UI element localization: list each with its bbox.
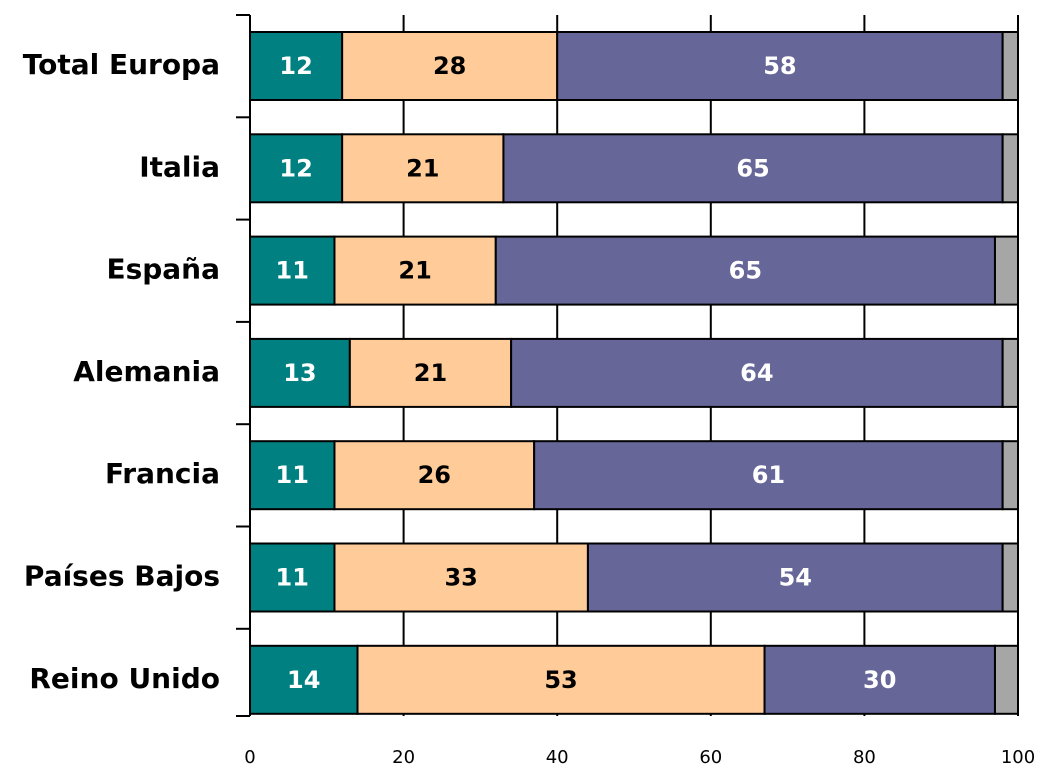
bar-segment — [586, 542, 1004, 613]
bar-segment — [556, 31, 1004, 101]
data-label: 13 — [283, 359, 316, 387]
category-label: Alemania — [73, 355, 220, 388]
bar-segment — [249, 133, 344, 204]
bar-segment — [356, 644, 766, 715]
bar-segment — [1001, 31, 1020, 101]
bar-segment — [993, 235, 1020, 306]
x-tick-label: 80 — [853, 747, 876, 768]
bar-segment — [249, 31, 344, 101]
data-label: 12 — [279, 154, 312, 182]
x-tick-label: 0 — [244, 747, 255, 768]
data-label: 11 — [276, 564, 309, 592]
bar-segment — [333, 235, 497, 306]
data-label: 33 — [444, 564, 477, 592]
bar-segment — [341, 133, 505, 204]
bar-segment — [502, 133, 1004, 204]
bar-segment — [533, 440, 1004, 511]
bar-segment — [494, 235, 996, 306]
x-tick-label: 60 — [699, 747, 722, 768]
data-label: 64 — [740, 359, 773, 387]
x-tick-label: 40 — [546, 747, 569, 768]
bar-segment — [510, 337, 1004, 408]
data-label: 58 — [763, 52, 796, 80]
x-tick-label: 20 — [392, 747, 415, 768]
bar-segment — [1001, 542, 1020, 613]
bar-segment — [1001, 337, 1020, 408]
bar-segment — [249, 235, 336, 306]
bar-segment — [333, 542, 589, 613]
category-label: Países Bajos — [24, 560, 220, 593]
category-label: Italia — [139, 150, 220, 183]
data-label: 11 — [276, 461, 309, 489]
data-label: 61 — [752, 461, 785, 489]
bar-segment — [993, 644, 1020, 715]
data-label: 12 — [279, 52, 312, 80]
data-label: 54 — [779, 564, 812, 592]
data-label: 65 — [729, 257, 762, 285]
category-label: España — [106, 253, 220, 286]
category-label: Total Europa — [23, 48, 220, 81]
bar-segment — [1001, 133, 1020, 204]
data-label: 28 — [433, 52, 466, 80]
data-label: 65 — [736, 154, 769, 182]
data-label: 53 — [544, 666, 577, 694]
bar-segment — [763, 644, 996, 715]
bar-segment — [249, 644, 359, 715]
data-label: 26 — [418, 461, 451, 489]
bar-segment — [249, 440, 336, 511]
category-label: Reino Unido — [29, 662, 220, 695]
bar-segment — [348, 337, 513, 408]
bar-segment — [1001, 440, 1020, 511]
data-label: 30 — [863, 666, 896, 694]
x-tick-label: 100 — [1001, 747, 1035, 768]
data-label: 11 — [276, 257, 309, 285]
data-label: 21 — [414, 359, 447, 387]
data-label: 21 — [398, 257, 431, 285]
category-label: Francia — [105, 457, 220, 490]
data-label: 14 — [287, 666, 320, 694]
data-label: 21 — [406, 154, 439, 182]
bar-segment — [333, 440, 536, 511]
